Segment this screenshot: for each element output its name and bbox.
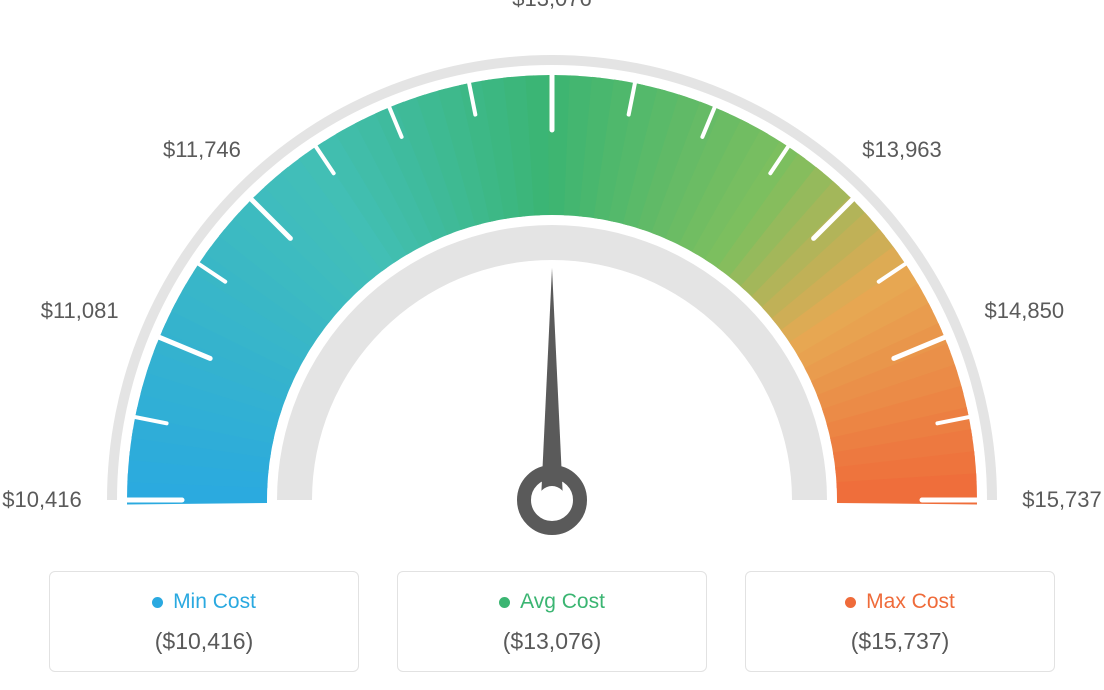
legend-min-value: ($10,416) [60,628,348,655]
gauge-tick-label: $13,076 [512,0,592,12]
legend-card-avg: Avg Cost ($13,076) [397,571,707,672]
legend-card-max: Max Cost ($15,737) [745,571,1055,672]
dot-icon [845,597,856,608]
gauge-svg [0,0,1104,560]
legend-max-header: Max Cost [756,590,1044,614]
gauge-tick-label: $11,081 [41,298,119,324]
legend-avg-header: Avg Cost [408,590,696,614]
gauge-tick-label: $10,416 [2,487,82,513]
dot-icon [152,597,163,608]
legend-card-min: Min Cost ($10,416) [49,571,359,672]
legend-max-value: ($15,737) [756,628,1044,655]
gauge-tick-label: $13,963 [862,137,942,163]
dot-icon [499,597,510,608]
legend-max-label: Max Cost [866,590,955,614]
legend-avg-value: ($13,076) [408,628,696,655]
gauge-tick-label: $15,737 [1022,487,1102,513]
legend-min-header: Min Cost [60,590,348,614]
gauge-tick-label: $11,746 [163,137,241,163]
legend-row: Min Cost ($10,416) Avg Cost ($13,076) Ma… [0,571,1104,672]
legend-min-label: Min Cost [173,590,256,614]
gauge-chart: $10,416 $11,081 $11,746 $13,076 $13,963 $14,8… [0,0,1104,560]
legend-avg-label: Avg Cost [520,590,605,614]
gauge-tick-label: $14,850 [985,298,1065,324]
